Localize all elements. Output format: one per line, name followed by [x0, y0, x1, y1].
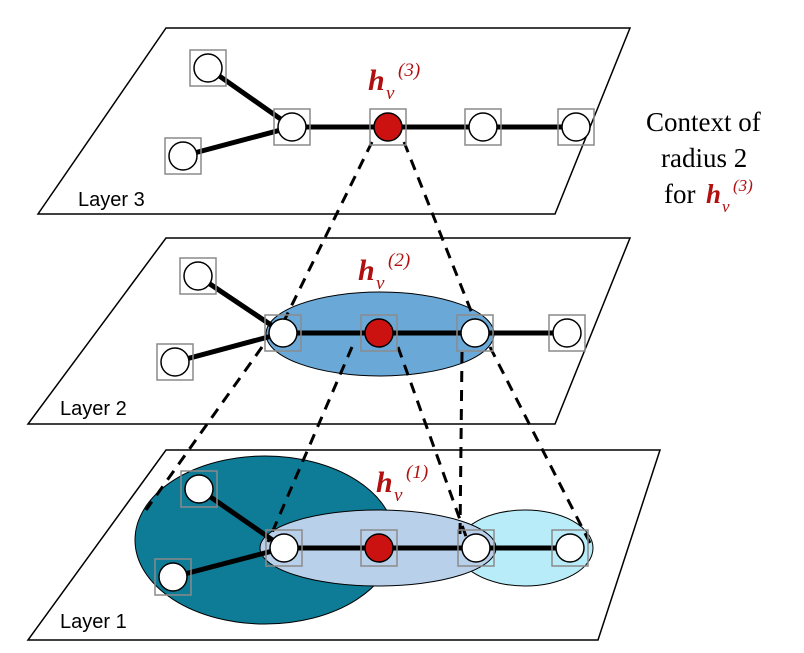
node-box — [360, 314, 398, 352]
graph-node — [552, 318, 582, 348]
projection-dashed-lines — [144, 141, 592, 544]
graph-node — [468, 112, 498, 142]
hv1-symbol: h — [376, 466, 393, 499]
hv2-symbol: h — [358, 254, 375, 287]
node-box — [557, 108, 595, 146]
node-box — [457, 529, 495, 567]
graph-node — [183, 261, 213, 291]
node-box — [179, 257, 217, 295]
graph-node — [168, 141, 198, 171]
caption-line-1: Context of — [646, 107, 761, 137]
graph-node — [561, 112, 591, 142]
hv1-label: h v (1) — [376, 462, 428, 506]
node-box — [360, 529, 398, 567]
caption-line-2: radius 2 — [661, 143, 747, 173]
node-box — [180, 470, 218, 508]
layer-1-label: Layer 1 — [60, 611, 127, 633]
center-node — [364, 533, 394, 563]
hv2-superscript: (2) — [388, 250, 410, 271]
graph-node — [160, 347, 190, 377]
hv2-label: h v (2) — [358, 250, 410, 294]
graph-node — [158, 562, 188, 592]
node-box — [265, 529, 303, 567]
layer-3-label: Layer 3 — [78, 189, 145, 211]
layer1-nodes — [154, 470, 589, 596]
caption-line-3-prefix: for — [664, 179, 695, 209]
graph-node — [461, 533, 491, 563]
node-box — [154, 558, 192, 596]
layer-2-label: Layer 2 — [60, 398, 127, 420]
hv3-symbol: h — [368, 64, 385, 97]
caption-subscript: v — [722, 197, 730, 216]
caption-superscript: (3) — [733, 176, 753, 195]
graph-node — [268, 318, 298, 348]
layer3-nodes — [164, 49, 595, 175]
graph-node — [555, 533, 585, 563]
node-box — [273, 108, 311, 146]
node-box — [189, 49, 227, 87]
graph-node — [277, 112, 307, 142]
center-node — [373, 112, 403, 142]
layer-3-plane — [36, 27, 632, 215]
node-box — [156, 343, 194, 381]
graph-node — [460, 318, 490, 348]
node-box — [464, 108, 502, 146]
node-box — [369, 108, 407, 146]
hv3-label: h v (3) — [368, 60, 420, 104]
center-node — [364, 318, 394, 348]
graph-node — [184, 474, 214, 504]
node-box — [164, 137, 202, 175]
context-caption: Context of radius 2 for h v (3) — [646, 107, 761, 216]
node-box — [264, 314, 302, 352]
node-box — [548, 314, 586, 352]
hv1-superscript: (1) — [406, 462, 428, 483]
graph-node — [193, 53, 223, 83]
graph-node — [269, 533, 299, 563]
node-box — [456, 314, 494, 352]
layer2-nodes — [156, 257, 586, 381]
hv3-superscript: (3) — [398, 60, 420, 81]
hv3-subscript: v — [386, 83, 395, 104]
caption-symbol: h — [706, 179, 721, 209]
hv2-subscript: v — [376, 273, 385, 294]
node-box — [551, 529, 589, 567]
hv1-subscript: v — [394, 485, 403, 506]
